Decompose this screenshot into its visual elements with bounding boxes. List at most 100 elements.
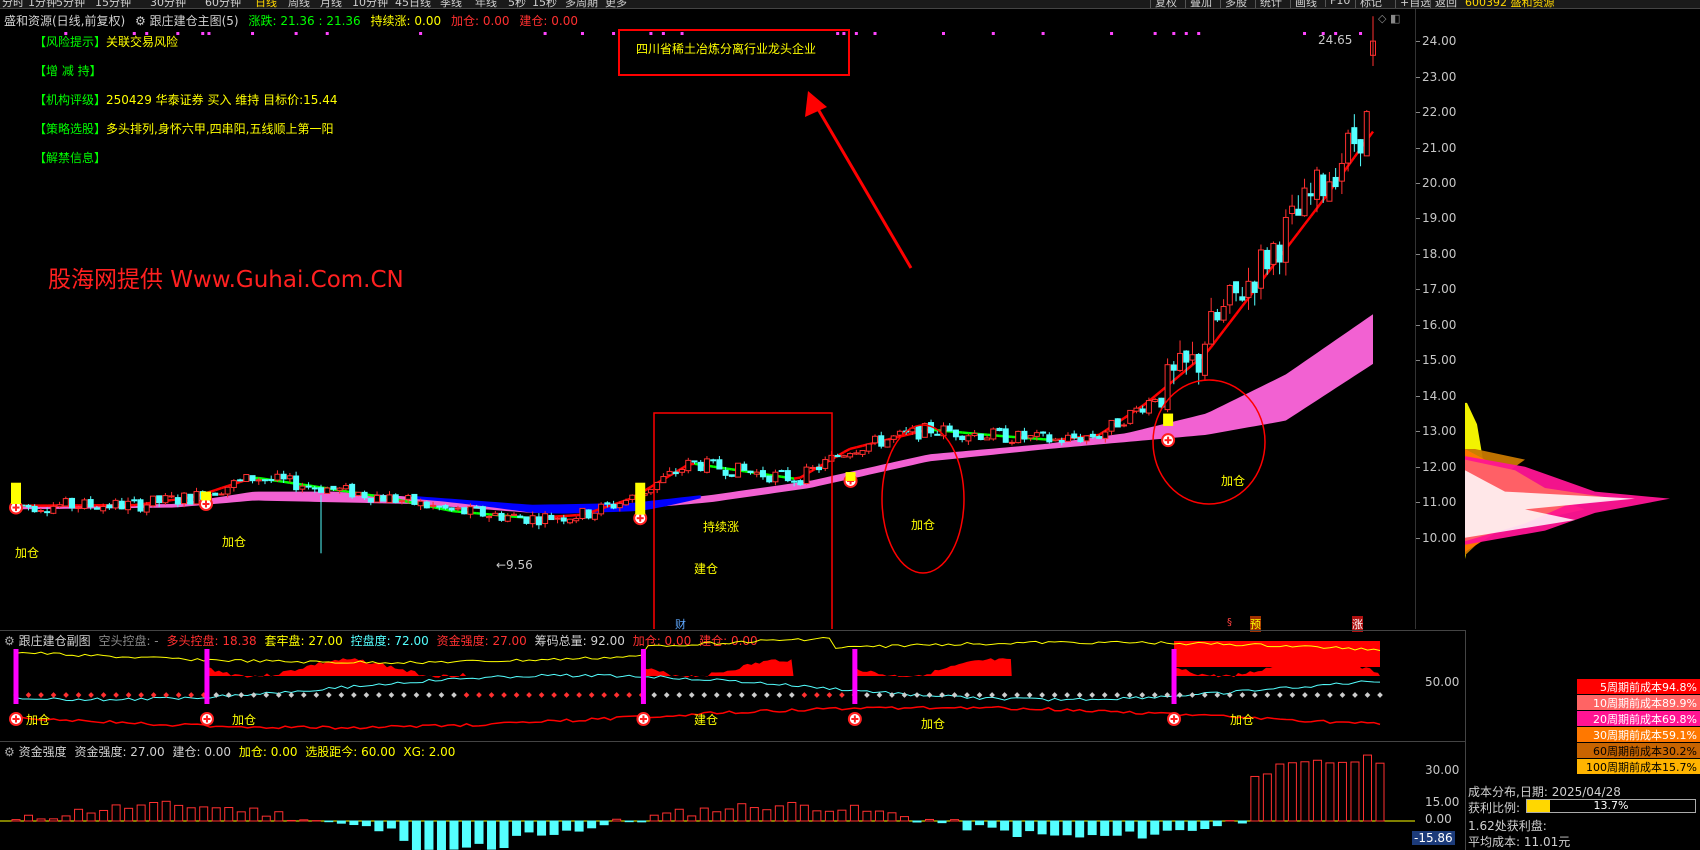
ma-segment [1309,207,1318,218]
sub2-bar [11,819,21,822]
sub2-header: ⚙ 资金强度 资金强度: 27.00 建仓: 0.00 加仓: 0.00 选股距… [4,743,455,760]
ma-segment [277,479,284,484]
indicator-name[interactable]: 跟庄建仓主图(5) [149,14,239,28]
sub2-chart[interactable] [0,742,1415,850]
toolbar-right-1[interactable]: 叠加 [1185,0,1212,8]
toolbar-item-14[interactable]: 15秒 [532,0,557,9]
sub2-bar [1250,775,1260,822]
candle-body [361,491,368,499]
event-yu-marker[interactable]: 预 [1250,616,1261,632]
toolbar-item-1[interactable]: 1分钟 [28,0,57,9]
chart-corner-icons[interactable]: ◇ ◧ [1378,12,1401,25]
event-zhang-marker[interactable]: 涨 [1352,616,1363,632]
sub1-dot [901,692,908,698]
sub2-bar [1012,820,1022,837]
toolbar-item-2[interactable]: 5分钟 [56,0,85,9]
sub2-bar [724,808,734,822]
toolbar-right-0[interactable]: 复权 [1150,0,1177,8]
candle-body [1033,432,1040,437]
info-row-strategy: 【策略选股】多头排列,身怀六甲,四串阳,五线顺上第一阳 [34,122,334,136]
profit-bar-value: 13.7% [1593,799,1629,812]
sub2-bar [1275,763,1285,822]
sub1-dot [713,692,720,698]
toolbar-right-6[interactable]: 标记 [1355,0,1382,8]
sub2-gear-icon[interactable]: ⚙ [4,745,15,759]
candle-body [784,470,791,482]
candle-body [1201,343,1208,376]
top-signal-dot [1197,32,1201,35]
ma-band-bearish [414,495,701,514]
candle-body [467,506,474,515]
candle-body [554,517,561,520]
event-cai-marker[interactable]: 财 [675,618,686,631]
sub1-dot [1277,692,1283,698]
candle-body [616,502,623,509]
candle-body [504,515,511,522]
toolbar-right-3[interactable]: 统计 [1255,0,1282,8]
dist-date-row: 成本分布,日期: 2025/04/28 [1468,785,1621,799]
candle-body [791,480,798,483]
toolbar-item-0[interactable]: 分时 [2,0,24,9]
zhangdie-value: 21.36 : 21.36 [280,14,361,28]
toolbar-right-5[interactable]: F10 [1325,0,1350,7]
toolbar-item-6[interactable]: 日线 [255,0,277,9]
toolbar-item-5[interactable]: 60分钟 [205,0,241,9]
sub2-bar [99,809,109,822]
toolbar-item-15[interactable]: 多周期 [565,0,598,9]
sub1-title[interactable]: 跟庄建仓副图 [18,634,91,648]
sub2-bar [136,804,146,822]
toolbar-item-13[interactable]: 5秒 [508,0,526,9]
event-jiu-marker[interactable]: § [1227,617,1232,628]
toolbar-right-8[interactable]: 返回 [1430,0,1457,8]
candle-body [1114,418,1121,428]
toolbar-item-4[interactable]: 30分钟 [150,0,186,9]
sub1-dot [313,692,320,698]
ma-band [16,314,1373,514]
sub1-dot [1314,692,1321,698]
sub2-bar [1025,820,1035,832]
sub2-title[interactable]: 资金强度 [18,745,67,759]
sub1-dot [814,692,820,698]
price-tick-7: 17.00 [1422,282,1457,297]
sub1-dot [701,692,708,698]
sub2-bar [474,820,484,844]
candlestick-chart[interactable] [0,9,1465,629]
sub2-bar [211,807,221,822]
ma-segment [1266,264,1275,275]
toolbar-item-7[interactable]: 周线 [288,0,310,9]
candle-body [654,481,661,491]
indicator-gear-icon[interactable]: ⚙ [135,14,146,28]
toolbar-item-8[interactable]: 月线 [320,0,342,9]
toolbar-item-11[interactable]: 季线 [440,0,462,9]
sub1-dot [801,692,808,698]
candle-body [1195,353,1202,373]
sub1-dot [401,692,407,698]
toolbar-item-3[interactable]: 15分钟 [95,0,131,9]
candle-body [585,509,592,519]
candle-body [1108,419,1115,432]
candle-body [324,487,331,494]
toolbar-item-9[interactable]: 10分钟 [352,0,388,9]
sub2-bar [49,818,59,822]
toolbar-right-7[interactable]: +自选 [1395,0,1431,8]
candle-body [529,515,536,525]
sub1-chart[interactable] [0,631,1415,741]
sub1-dot [125,692,132,698]
toolbar-item-12[interactable]: 年线 [475,0,497,9]
sub2-bar [1150,820,1160,835]
toolbar-item-10[interactable]: 45日线 [395,0,431,9]
top-signal-dot [1153,32,1157,35]
toolbar-right-4[interactable]: 画线 [1290,0,1317,8]
top-signal-dot [325,32,329,35]
toolbar-item-16[interactable]: 更多 [605,0,627,9]
sub1-dot [751,692,758,698]
sub2-bar [899,816,909,822]
candle-body [342,485,349,490]
chixu-value: 0.00 [414,14,442,28]
candle-body [741,463,748,471]
toolbar-right-2[interactable]: 多股 [1220,0,1247,8]
sub1-gear-icon[interactable]: ⚙ [4,634,15,648]
candle-body [473,506,480,509]
top-signal-dot [64,32,68,35]
jiacang-ellipse-1 [881,424,965,574]
